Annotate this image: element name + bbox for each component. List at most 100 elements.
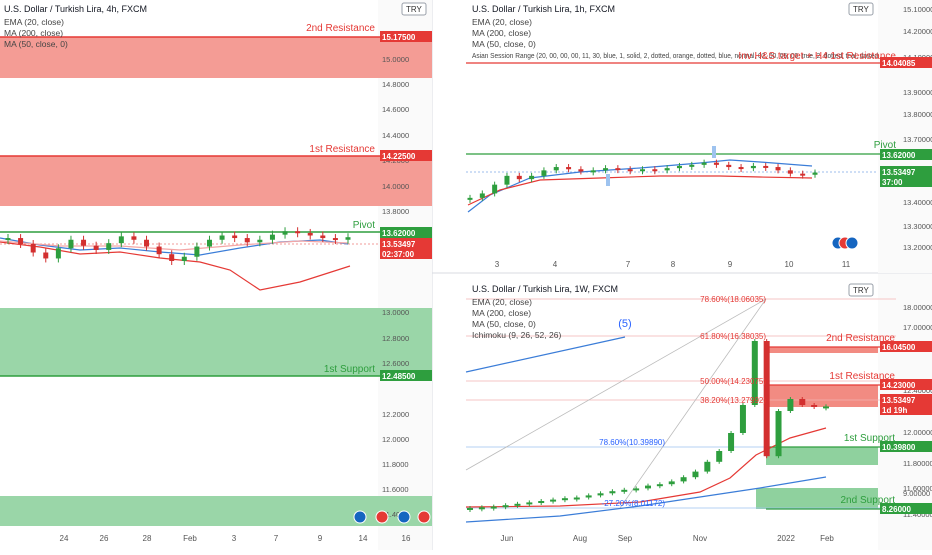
candle-br — [811, 405, 818, 407]
br-level-label-0: 2nd Resistance — [826, 333, 895, 344]
tr-x-tick-1: 4 — [553, 260, 558, 269]
candle-tr — [615, 168, 621, 171]
currency-badge-br-box — [848, 283, 874, 297]
candle-left — [5, 238, 11, 241]
left-y-tick-8: 12.8000 — [382, 334, 409, 343]
left-level-tag-1st-resistance: 14.22500 — [382, 152, 416, 161]
br-x-tick-2: Sep — [618, 534, 633, 543]
br-level-label-1: 1st Resistance — [829, 371, 895, 382]
candle-br — [775, 411, 782, 457]
br-wave-label: (5) — [618, 318, 631, 330]
candle-br — [490, 506, 497, 509]
tr-level-tag-pivot-bg — [880, 149, 932, 160]
tr-y-tick-7: 13.30000 — [903, 222, 932, 231]
candle-tr — [763, 165, 769, 168]
candle-tr — [590, 170, 596, 173]
br-y-tick-2: 12.40000 — [903, 386, 932, 395]
left-x-tick-5: 7 — [274, 534, 279, 543]
tr-indicator-0: EMA (20, close) — [472, 17, 532, 27]
tr-price-tag: 13.53497 — [882, 168, 916, 177]
left-price-tag-bg — [380, 238, 432, 249]
tr-y-tick-1: 14.20000 — [903, 27, 932, 36]
left-level-tag-1st-resistance-bg — [380, 150, 432, 161]
candle-left — [30, 244, 36, 253]
candle-left — [106, 243, 112, 250]
candle-br — [716, 451, 723, 462]
candle-left — [181, 256, 187, 261]
tr-level-tag-pivot: 13.62000 — [882, 151, 916, 160]
currency-badge-left-box — [401, 2, 427, 16]
br-y-tick-6: 11.60000 — [903, 484, 932, 493]
candle-br — [585, 495, 592, 498]
candle-left — [55, 248, 61, 259]
left-y-tick-14: 11.4000 — [382, 510, 409, 519]
zone-2nd-resistance — [0, 37, 432, 78]
left-x-tick-3: Feb — [183, 534, 197, 543]
left-indicator-1: MA (200, close) — [4, 28, 63, 38]
tr-indicator-1: MA (200, close) — [472, 28, 531, 38]
candle-br — [538, 501, 545, 503]
candle-left — [144, 239, 150, 247]
left-y-tick-12: 11.8000 — [382, 460, 409, 469]
tr-indicator-2: MA (50, close, 0) — [472, 39, 536, 49]
candle-br — [728, 433, 735, 451]
candle-tr — [566, 167, 572, 170]
zone-bottom-support — [0, 496, 432, 526]
br-y-tick-7: 11.40000 — [903, 510, 932, 519]
left-y-tick-7: 13.0000 — [382, 308, 409, 317]
candle-br — [550, 499, 557, 502]
br-indicator-0: EMA (20, close) — [472, 297, 532, 307]
left-level-label-1st-resistance: 1st Resistance — [309, 144, 375, 155]
br-indicator-1: MA (200, close) — [472, 308, 531, 318]
left-y-tick-1: 14.8000 — [382, 80, 409, 89]
br-fib-label-0: 78.60%(18.06035) — [700, 295, 766, 304]
left-countdown-tag: 02:37:00 — [382, 250, 415, 259]
br-level-label-2: 1st Support — [844, 433, 895, 444]
br-zone-1st-resistance — [766, 385, 878, 407]
candle-br — [502, 505, 509, 508]
tr-y-tick-3: 13.90000 — [903, 88, 932, 97]
tr-annotation: Inv H&S target + H4 1st Resistance — [738, 51, 896, 62]
left-y-tick-0: 15.0000 — [382, 55, 409, 64]
candle-br — [645, 485, 651, 489]
br-level-tag-3: 8.26000 — [882, 505, 911, 514]
tr-x-tick-6: 11 — [842, 260, 851, 269]
zone-1st-resistance — [0, 156, 432, 206]
candle-tr — [578, 169, 584, 172]
br-y-tick-5: 11.80000 — [903, 459, 932, 468]
left-y-tick-3: 14.4000 — [382, 131, 409, 140]
tr-session-box-1 — [606, 174, 610, 186]
left-level-label-1st-support: 1st Support — [324, 364, 375, 375]
br-countdown-tag-bg — [880, 404, 932, 415]
candle-tr — [676, 165, 682, 169]
br-level-tag-3-bg — [880, 503, 932, 514]
br-y-tick-1: 17.00000 — [903, 323, 932, 332]
candle-left — [307, 232, 313, 236]
currency-badge-tr-box — [848, 2, 874, 16]
tr-ma200-line — [467, 175, 813, 206]
br-level-tag-2: 10.39800 — [882, 443, 916, 452]
candle-br — [478, 507, 485, 510]
br-wave-trendline — [465, 336, 626, 373]
candle-left — [269, 234, 275, 240]
candle-tr — [492, 184, 498, 194]
tr-x-tick-2: 7 — [626, 260, 631, 269]
br-level-tag-1: 14.23000 — [882, 381, 916, 390]
left-level-label-2nd-resistance: 2nd Resistance — [306, 23, 375, 34]
br-x-tick-3: Nov — [693, 534, 707, 543]
candle-tr — [664, 168, 670, 171]
candle-left — [219, 235, 225, 240]
br-level-label-3: 2nd Support — [841, 495, 896, 506]
candle-left — [282, 231, 288, 235]
tr-session-box-2 — [712, 146, 716, 158]
candle-br — [573, 497, 580, 500]
left-level-tag-2nd-resistance: 15.17500 — [382, 33, 416, 42]
flag-event-icon — [375, 510, 389, 524]
candle-left — [118, 236, 124, 244]
candle-tr — [652, 169, 658, 172]
candle-left — [68, 239, 74, 249]
left-y-tick-10: 12.2000 — [382, 410, 409, 419]
br-fib-label-5: -27.20%(8.01172) — [602, 499, 666, 508]
